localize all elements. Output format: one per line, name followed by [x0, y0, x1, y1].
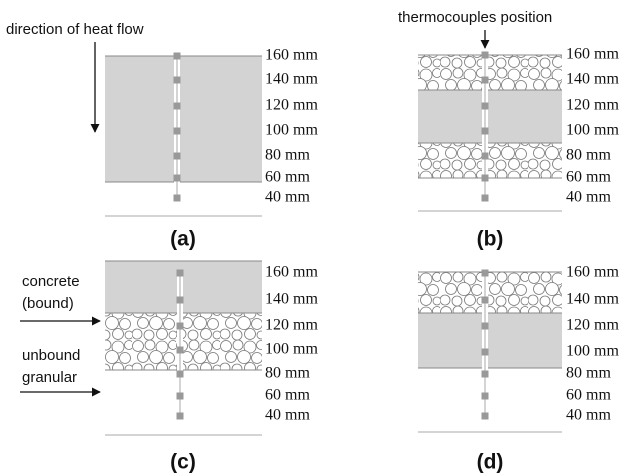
- thermocouple: [173, 76, 181, 84]
- thermocouples-label: thermocouples position: [398, 9, 552, 26]
- concrete-layer: [105, 261, 262, 313]
- depth-label: 120 mm: [566, 97, 619, 114]
- thermocouple: [176, 412, 184, 420]
- depth-label: 160 mm: [265, 264, 318, 281]
- depth-label: 140 mm: [566, 291, 619, 308]
- depth-label: 80 mm: [566, 147, 611, 164]
- depth-label: 160 mm: [566, 46, 619, 63]
- thermocouple: [173, 174, 181, 182]
- concrete-label: concrete: [22, 273, 80, 290]
- depth-label: 60 mm: [566, 387, 611, 404]
- thermocouple: [481, 370, 489, 378]
- thermocouple: [481, 296, 489, 304]
- granular-label: unbound: [22, 347, 80, 364]
- depth-label: 40 mm: [566, 407, 611, 424]
- thermocouple: [481, 51, 489, 59]
- depth-label: 140 mm: [566, 71, 619, 88]
- thermocouple: [176, 392, 184, 400]
- depth-label: 60 mm: [566, 169, 611, 186]
- depth-label: 40 mm: [265, 407, 310, 424]
- granular-layer: [418, 143, 562, 178]
- granular-layer: [418, 55, 562, 90]
- thermocouple: [173, 194, 181, 202]
- depth-label: 120 mm: [566, 317, 619, 334]
- thermocouple: [173, 52, 181, 60]
- depth-label: 140 mm: [265, 291, 318, 308]
- thermocouple: [173, 102, 181, 110]
- depth-label: 140 mm: [265, 71, 318, 88]
- depth-label: 80 mm: [566, 365, 611, 382]
- thermocouple: [173, 152, 181, 160]
- panel-label: (d): [477, 451, 504, 474]
- thermocouple: [481, 348, 489, 356]
- thermocouple: [173, 127, 181, 135]
- heat-flow-label: direction of heat flow: [6, 21, 144, 38]
- thermocouple: [176, 296, 184, 304]
- panel-label: (a): [170, 228, 196, 251]
- panel-label: (c): [170, 451, 196, 474]
- depth-label: 160 mm: [265, 47, 318, 64]
- depth-label: 80 mm: [265, 365, 310, 382]
- thermocouple: [481, 392, 489, 400]
- depth-label: 100 mm: [566, 122, 619, 139]
- granular-layer: [418, 272, 562, 313]
- depth-label: 100 mm: [265, 122, 318, 139]
- thermocouple: [481, 152, 489, 160]
- thermocouple: [176, 322, 184, 330]
- depth-label: 80 mm: [265, 147, 310, 164]
- depth-label: 60 mm: [265, 387, 310, 404]
- granular-layer: [105, 313, 262, 370]
- depth-label: 100 mm: [566, 343, 619, 360]
- depth-label: 40 mm: [566, 189, 611, 206]
- thermocouple: [481, 269, 489, 277]
- depth-label: 160 mm: [566, 264, 619, 281]
- thermocouple: [481, 102, 489, 110]
- panel-label: (b): [477, 228, 504, 251]
- thermocouple: [481, 127, 489, 135]
- thermocouple: [481, 322, 489, 330]
- concrete-layer: [105, 56, 262, 182]
- depth-label: 60 mm: [265, 169, 310, 186]
- thermocouple: [481, 174, 489, 182]
- thermocouple: [176, 269, 184, 277]
- depth-label: 40 mm: [265, 189, 310, 206]
- concrete-layer: [418, 313, 562, 368]
- depth-label: 120 mm: [265, 317, 318, 334]
- concrete-label: (bound): [22, 295, 74, 312]
- depth-label: 100 mm: [265, 341, 318, 358]
- thermocouple: [481, 194, 489, 202]
- thermocouple: [176, 346, 184, 354]
- concrete-layer: [418, 90, 562, 143]
- thermocouple: [481, 412, 489, 420]
- thermocouple: [481, 76, 489, 84]
- granular-label: granular: [22, 369, 77, 386]
- depth-label: 120 mm: [265, 97, 318, 114]
- thermocouple: [176, 370, 184, 378]
